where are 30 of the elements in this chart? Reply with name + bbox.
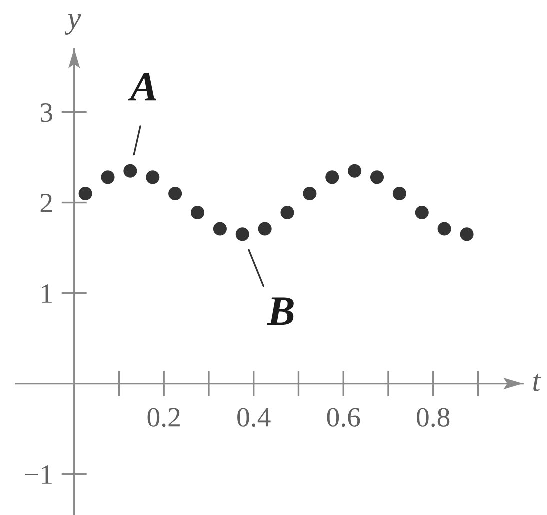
point xyxy=(348,164,362,178)
point xyxy=(326,170,340,184)
point xyxy=(78,186,92,200)
point xyxy=(101,170,115,184)
y-tick-label: 3 xyxy=(40,104,52,122)
x-tick-label: 0.2 xyxy=(148,408,180,428)
y-tick-label: 2 xyxy=(40,194,52,212)
x-tick-label: 0.4 xyxy=(238,408,271,428)
point xyxy=(438,222,452,236)
y-axis-title: y xyxy=(65,14,82,35)
point xyxy=(168,186,182,200)
annotation: B xyxy=(267,298,294,326)
x-tick-label: 0.6 xyxy=(327,408,360,428)
point xyxy=(258,222,272,236)
point xyxy=(146,170,160,184)
point xyxy=(190,206,205,220)
x-axis-title: t xyxy=(534,374,542,392)
y-tick-label: 1 xyxy=(42,284,52,303)
point xyxy=(236,228,250,242)
point xyxy=(392,186,406,200)
point xyxy=(370,170,384,184)
point xyxy=(124,164,138,178)
annotation: A xyxy=(128,73,157,101)
y-tick-label: −1 xyxy=(25,466,52,484)
x-tick-label: 0.8 xyxy=(417,408,450,428)
point xyxy=(460,228,474,242)
point xyxy=(213,222,227,236)
point xyxy=(303,186,317,200)
point xyxy=(415,206,429,220)
point xyxy=(280,206,294,220)
